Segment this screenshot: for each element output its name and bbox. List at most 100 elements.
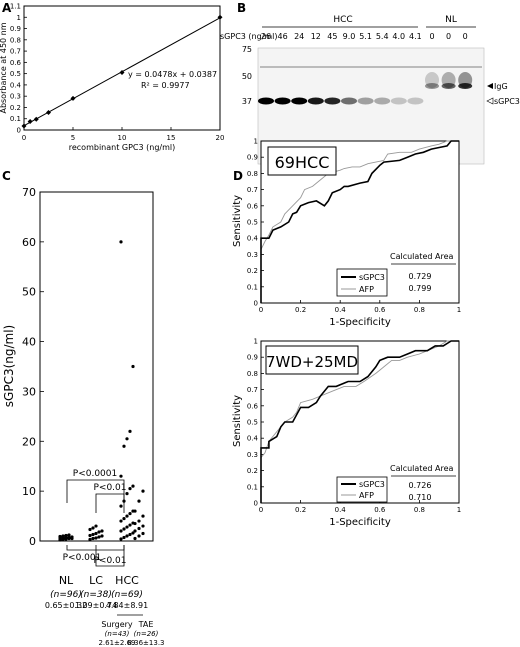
panel-c-group-lc: LC [89,574,103,587]
panel-d1-ytick-label: 0.6 [247,202,259,210]
panel-b-value: 5.1 [359,32,372,41]
panel-c-bracket-2 [95,493,125,513]
panel-b-band-sgpc3 [324,97,341,105]
panel-d2-xtick-label: 1 [457,506,461,514]
panel-a-x-ticks: 0 5 10 15 20 [22,127,224,142]
panel-c-point [91,532,95,537]
panel-d2-ytick-label: 0.7 [247,386,258,394]
panel-label-c: C [2,169,11,183]
panel-b-value: 46 [278,32,288,41]
panel-d1-area-header: Calculated Area [390,252,453,261]
panel-b-band-sgpc3 [357,97,374,105]
panel-b-band-sgpc3 [307,97,324,105]
panel-d2-area-afp: 0.710 [409,493,432,502]
panel-b-row-label: sGPC3 (ng/ml) [220,32,278,41]
panel-b-value: 9.0 [343,32,356,41]
panel-c-point [128,523,132,527]
panel-c-point [94,536,98,540]
panel-c-point [94,524,98,528]
panel-d1-xtick-label: 1 [457,306,461,314]
panel-d2-ytick-label: 0.4 [247,435,259,443]
panel-c-ytick-label: 50 [22,286,36,299]
panel-c-dotplot: 0 10 20 30 40 50 60 70 sGPC3(ng/ml) P<0.0001 P<… [2,186,165,647]
panel-b-group-hcc: HCC [333,15,352,25]
panel-d2-curve-sgpc3 [260,340,459,503]
panel-c-point [64,533,68,538]
panel-b-marker-37: 37 [242,97,252,106]
panel-d2-legend [336,476,388,503]
panel-b-band-sgpc3 [258,97,274,105]
panel-a-points [21,14,223,129]
panel-d2-ytick-label: 0.3 [247,451,258,459]
panel-c-point [141,524,145,528]
panel-b-band-sgpc3 [390,97,407,105]
panel-a-ytick-label: 0.1 [10,115,21,123]
panel-d2-area-sgpc3: 0.726 [409,481,432,490]
panel-b-band-sgpc3 [291,97,308,105]
panel-d1-ytick-label: 0.2 [247,267,258,275]
panel-c-ytick-label: 30 [22,385,36,398]
panel-c-n-hcc: (n=69) [111,590,143,600]
panel-c-sub-surgery: Surgery [101,620,133,629]
panel-c-bracket-3 [66,545,125,551]
panel-c-group-hcc: HCC [115,574,139,587]
panel-d1-ytick-label: 0.7 [247,186,258,194]
panel-b-igg-label: IgG [494,82,508,91]
panel-c-stat-lc: 1.09±0.74 [75,601,117,610]
panel-c-n-lc: (n=38) [80,590,112,600]
panel-a-ytick-label: 0.2 [10,104,21,112]
panel-a-point [33,116,39,122]
panel-a-xtick-label: 10 [118,134,127,142]
panel-b-band-igg [425,83,439,89]
panel-c-point [97,530,101,534]
panel-d1-area-sgpc3: 0.729 [409,272,432,281]
panel-d1-area-afp: 0.799 [409,284,432,293]
panel-c-pvalue-3: P<0.001 [63,553,102,563]
panel-b-marker-50: 50 [242,72,252,81]
panel-d1-ytick-label: 1 [254,138,258,146]
panel-c-group-nl: NL [59,574,74,587]
panel-b-value: 4.0 [392,32,405,41]
panel-b-background-streak [260,66,482,68]
panel-a-ytick-label: 1.1 [10,3,21,11]
panel-c-point [131,531,135,535]
panel-b-value: 24 [294,32,304,41]
panel-c-point [122,527,126,531]
panel-a-xtick-label: 15 [167,134,176,142]
panel-c-point [137,499,141,503]
panel-c-bracket-1 [66,479,125,503]
panel-c-point [128,429,132,433]
panel-b-band-sgpc3 [341,97,357,105]
panel-d-roc-7wd25md: 0 0.1 0.2 0.3 0.4 0.5 0.6 0.7 0.8 0.9 1 0 0.2 0.4 0.6 0… [232,338,461,529]
panel-d1-ytick-label: 0.8 [247,170,258,178]
panel-c-point [125,525,129,529]
panel-c-point [67,535,71,540]
panel-b-bands [258,66,482,105]
panel-c-point [119,240,123,244]
panel-b-marker-75: 75 [242,45,252,54]
panel-b-smear-igg [425,72,439,88]
panel-c-point [97,535,101,539]
panel-a-xtick-label: 0 [22,134,26,142]
panel-c-point [119,504,123,508]
panel-c-point [131,484,135,488]
panel-a-frame [23,5,221,131]
panel-c-point [100,534,104,538]
panel-a-point [119,70,125,76]
panel-c-ylabel: sGPC3(ng/ml) [2,325,16,407]
panel-d1-ytick-label: 0.9 [247,154,258,162]
panel-c-sub-tae: TAE [138,620,154,629]
panel-d2-title: 7WD+25MD [266,353,358,371]
panel-d1-xtick-label: 0 [259,306,263,314]
panel-c-point [88,527,92,532]
panel-d1-ytick-label: 0.4 [247,235,259,243]
panel-d1-legend [336,268,388,297]
panel-c-point [88,533,92,538]
panel-c-point [100,529,104,533]
panel-b-band-sgpc3 [374,97,391,105]
panel-d2-area-header: Calculated Area [390,464,453,473]
panel-d2-ytick-label: 0.2 [247,467,258,475]
panel-b-band-igg [441,83,456,89]
panel-d2-title-box [265,345,359,375]
